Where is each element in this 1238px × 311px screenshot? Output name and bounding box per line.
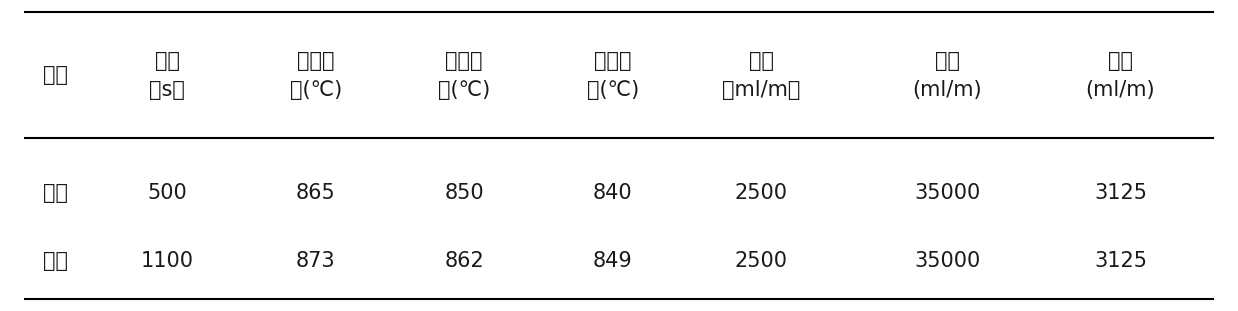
- Text: (ml/m): (ml/m): [1086, 80, 1155, 100]
- Text: （ml/m）: （ml/m）: [722, 80, 801, 100]
- Text: 35000: 35000: [914, 251, 980, 271]
- Text: 862: 862: [444, 251, 484, 271]
- Text: 2500: 2500: [735, 251, 787, 271]
- Text: 预扩: 预扩: [43, 183, 68, 203]
- Text: 炉口温: 炉口温: [297, 51, 334, 71]
- Text: 2500: 2500: [735, 183, 787, 203]
- Text: 873: 873: [296, 251, 335, 271]
- Text: 35000: 35000: [914, 183, 980, 203]
- Text: （s）: （s）: [150, 80, 184, 100]
- Text: 干氧: 干氧: [1108, 51, 1133, 71]
- Text: 度(℃): 度(℃): [438, 80, 490, 100]
- Text: 865: 865: [296, 183, 335, 203]
- Text: 小氮: 小氮: [749, 51, 774, 71]
- Text: 1100: 1100: [141, 251, 193, 271]
- Text: 3125: 3125: [1094, 251, 1146, 271]
- Text: 炉中温: 炉中温: [446, 51, 483, 71]
- Text: 3125: 3125: [1094, 183, 1146, 203]
- Text: 850: 850: [444, 183, 484, 203]
- Text: 大氮: 大氮: [935, 51, 959, 71]
- Text: 时间: 时间: [155, 51, 180, 71]
- Text: 扩散: 扩散: [43, 251, 68, 271]
- Text: 炉尾温: 炉尾温: [594, 51, 631, 71]
- Text: 849: 849: [593, 251, 633, 271]
- Text: 度(℃): 度(℃): [290, 80, 342, 100]
- Text: 840: 840: [593, 183, 633, 203]
- Text: 500: 500: [147, 183, 187, 203]
- Text: (ml/m): (ml/m): [912, 80, 982, 100]
- Text: 度(℃): 度(℃): [587, 80, 639, 100]
- Text: 步骤: 步骤: [43, 65, 68, 86]
